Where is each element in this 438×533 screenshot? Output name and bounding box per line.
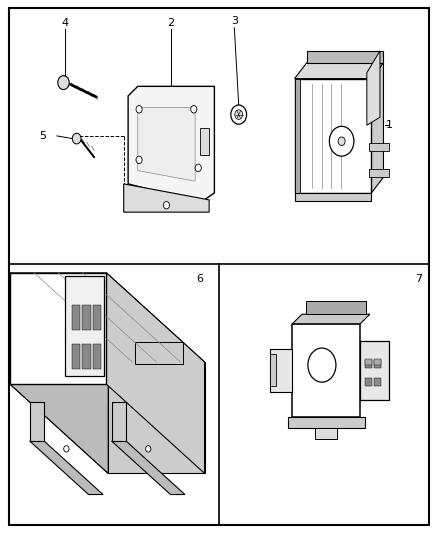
Polygon shape — [307, 301, 365, 314]
Bar — [369, 169, 389, 177]
Polygon shape — [10, 273, 205, 362]
Circle shape — [338, 137, 345, 146]
Bar — [369, 143, 389, 151]
Circle shape — [191, 106, 197, 113]
Polygon shape — [288, 417, 364, 427]
Text: 4: 4 — [61, 18, 68, 28]
Text: 3: 3 — [231, 16, 238, 26]
Bar — [374, 378, 381, 386]
Circle shape — [231, 105, 247, 124]
Text: 1: 1 — [386, 120, 393, 130]
Polygon shape — [93, 344, 101, 369]
Bar — [374, 359, 381, 365]
Polygon shape — [371, 62, 384, 193]
Bar — [364, 360, 371, 368]
Polygon shape — [10, 273, 108, 473]
Polygon shape — [30, 402, 44, 441]
Polygon shape — [294, 78, 300, 193]
Polygon shape — [82, 305, 91, 330]
Polygon shape — [112, 402, 126, 441]
Polygon shape — [201, 128, 209, 155]
Bar — [374, 360, 381, 368]
Polygon shape — [10, 273, 106, 384]
Polygon shape — [128, 86, 215, 203]
Polygon shape — [106, 273, 205, 473]
Polygon shape — [135, 342, 183, 364]
Polygon shape — [367, 51, 380, 125]
Polygon shape — [360, 341, 389, 400]
Circle shape — [235, 110, 243, 119]
Polygon shape — [269, 349, 293, 392]
Bar — [364, 378, 371, 386]
Polygon shape — [269, 354, 276, 386]
Polygon shape — [293, 314, 370, 324]
Circle shape — [72, 133, 81, 144]
Polygon shape — [293, 324, 360, 417]
Text: 2: 2 — [167, 18, 174, 28]
Polygon shape — [108, 362, 205, 473]
Polygon shape — [138, 108, 195, 181]
Circle shape — [195, 164, 201, 172]
Text: 6: 6 — [197, 274, 204, 285]
Polygon shape — [307, 51, 384, 62]
Circle shape — [163, 201, 170, 209]
Polygon shape — [124, 184, 209, 212]
Bar — [364, 359, 371, 365]
Circle shape — [136, 106, 142, 113]
Circle shape — [58, 76, 69, 90]
Circle shape — [145, 446, 151, 452]
Polygon shape — [294, 193, 371, 201]
Polygon shape — [72, 305, 80, 330]
Text: 5: 5 — [39, 131, 46, 141]
Polygon shape — [10, 384, 205, 473]
Circle shape — [329, 126, 354, 156]
Polygon shape — [65, 276, 104, 376]
Polygon shape — [72, 344, 80, 369]
Circle shape — [308, 348, 336, 382]
Polygon shape — [294, 62, 384, 78]
Polygon shape — [315, 427, 337, 439]
Circle shape — [136, 156, 142, 164]
FancyBboxPatch shape — [9, 8, 429, 525]
Circle shape — [64, 446, 69, 452]
Text: 7: 7 — [416, 274, 423, 285]
Polygon shape — [294, 78, 371, 193]
Polygon shape — [30, 441, 103, 495]
Polygon shape — [93, 305, 101, 330]
Polygon shape — [112, 441, 185, 495]
Polygon shape — [82, 344, 91, 369]
